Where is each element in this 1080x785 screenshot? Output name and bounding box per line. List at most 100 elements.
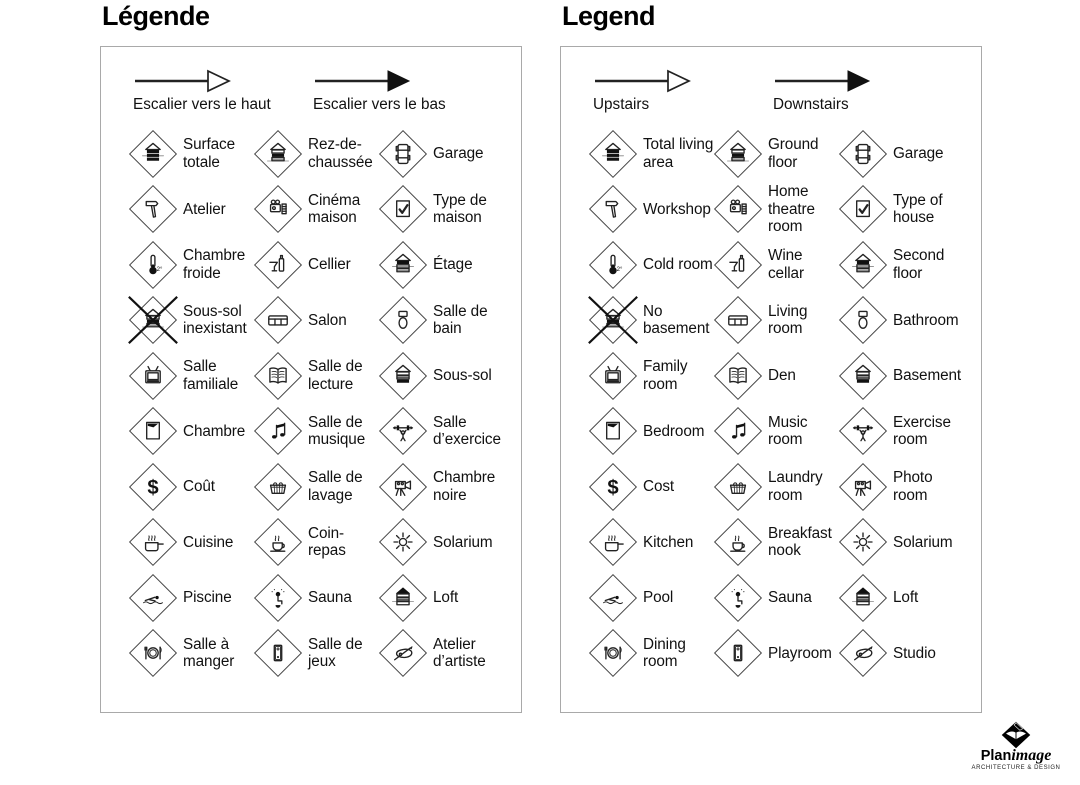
stairs-up-item: Upstairs (593, 69, 747, 114)
legend-item: Étage (379, 237, 504, 293)
legend-item-label: Salle de lavage (308, 469, 363, 504)
legend-panel-english: Upstairs Downstairs Total living area Gro… (560, 46, 982, 713)
music-room-icon (714, 407, 762, 455)
pool-icon (129, 574, 177, 622)
legend-item-label: Den (768, 367, 796, 385)
legend-item-label: Playroom (768, 644, 832, 662)
stairs-up-arrow-icon (595, 69, 691, 93)
dining-room-icon (129, 629, 177, 677)
planimage-logo: Planimage ARCHITECTURE & DESIGN (968, 720, 1064, 771)
legend-item-label: Cellier (308, 256, 351, 274)
legend-item-label: Étage (433, 256, 473, 274)
legend-item-label: Sauna (308, 589, 352, 607)
legend-item: Living room (714, 293, 839, 349)
ground-floor-icon (714, 130, 762, 178)
breakfast-nook-icon (714, 518, 762, 566)
cost-icon (129, 463, 177, 511)
legend-item-label: Total living area (643, 136, 714, 171)
legend-item-label: Loft (433, 589, 459, 607)
playroom-icon (254, 629, 302, 677)
legend-item-label: Atelier (183, 200, 226, 218)
legend-item: Chambre froide (129, 237, 254, 293)
stairs-up-label: Upstairs (593, 96, 650, 113)
legend-item-label: Studio (893, 644, 936, 662)
legend-item-label: Atelier d’artiste (433, 635, 486, 671)
logo-word-plan: Plan (980, 748, 1012, 764)
second-floor-icon (379, 241, 427, 289)
studio-icon (379, 629, 427, 677)
logo-word-image: image (1011, 747, 1052, 764)
legend-item: Workshop (589, 182, 714, 238)
legend-item: Salle d’exercice (379, 404, 504, 460)
legend-item-label: Solarium (433, 533, 493, 551)
second-floor-icon (839, 241, 887, 289)
legend-item: Wine cellar (714, 237, 839, 293)
total-living-area-icon (129, 130, 177, 178)
crossed-out-x-icon (128, 296, 178, 345)
legend-item-label: Sous-sol (433, 367, 492, 385)
legend-item: Solarium (379, 515, 504, 571)
wine-cellar-icon (254, 241, 302, 289)
legend-title-french: Légende (102, 1, 210, 31)
legend-item-label: Salle d’exercice (433, 413, 501, 449)
stairs-up-arrow-icon (135, 69, 231, 93)
legend-item: Total living area (589, 126, 714, 182)
legend-item-label: Chambre noire (433, 469, 496, 504)
stairs-down-label: Downstairs (773, 96, 849, 113)
stairs-down-arrow-icon (775, 70, 871, 92)
legend-item: Second floor (839, 237, 964, 293)
legend-item: Rez-de-chaussée (254, 126, 379, 182)
legend-item-label: Rez-de-chaussée (308, 136, 373, 171)
legend-item-label: Photo room (893, 469, 933, 504)
home-theatre-icon (714, 185, 762, 233)
legend-item: Solarium (839, 515, 964, 571)
legend-item: Bathroom (839, 293, 964, 349)
logo-tagline: ARCHITECTURE & DESIGN (971, 765, 1061, 771)
garage-icon (839, 130, 887, 178)
legend-item: Exercise room (839, 404, 964, 460)
legend-item: Chambre (129, 404, 254, 460)
legend-item-label: Home theatre room (768, 183, 815, 235)
legend-item: Cost (589, 459, 714, 515)
total-living-area-icon (589, 130, 637, 178)
legend-item: Cellier (254, 237, 379, 293)
type-of-house-icon (379, 185, 427, 233)
legend-item: Salle de musique (254, 404, 379, 460)
legend-item-label: Chambre (183, 422, 246, 440)
legend-item-label: Family room (643, 358, 688, 393)
legend-item-label: Garage (893, 145, 944, 163)
no-basement-icon (128, 296, 178, 345)
legend-item: Salle de jeux (254, 626, 379, 682)
bathroom-icon (839, 296, 887, 344)
stairs-up-item: Escalier vers le haut (133, 69, 287, 114)
legend-item-label: Sauna (768, 589, 812, 607)
legend-item-label: Salle de bain (433, 302, 488, 338)
planimage-logo-icon (1001, 721, 1031, 749)
legend-item-label: Type of house (893, 191, 943, 227)
workshop-icon (129, 185, 177, 233)
legend-item-label: Cuisine (183, 533, 234, 551)
type-of-house-icon (839, 185, 887, 233)
solarium-icon (839, 518, 887, 566)
studio-icon (839, 629, 887, 677)
legend-item: Cold room (589, 237, 714, 293)
legend-item: Dining room (589, 626, 714, 682)
legend-item-label: Kitchen (643, 533, 694, 551)
legend-item: Photo room (839, 459, 964, 515)
basement-icon (379, 352, 427, 400)
stairs-up-label: Escalier vers le haut (133, 96, 271, 113)
sauna-icon (714, 574, 762, 622)
legend-item-label: Salle de jeux (308, 635, 363, 671)
legend-item-label: Solarium (893, 533, 953, 551)
legend-item-label: Salle de lecture (308, 358, 363, 393)
legend-item: Basement (839, 348, 964, 404)
workshop-icon (589, 185, 637, 233)
legend-item: Piscine (129, 570, 254, 626)
family-room-icon (589, 352, 637, 400)
legend-item-label: Coût (183, 478, 215, 496)
legend-item-label: Basement (893, 367, 962, 385)
legend-item: Loft (839, 570, 964, 626)
legend-item: Salle familiale (129, 348, 254, 404)
stairs-down-item: Escalier vers le bas (313, 69, 467, 114)
legend-grid-english: Total living area Ground floor Garage Works… (588, 126, 981, 682)
